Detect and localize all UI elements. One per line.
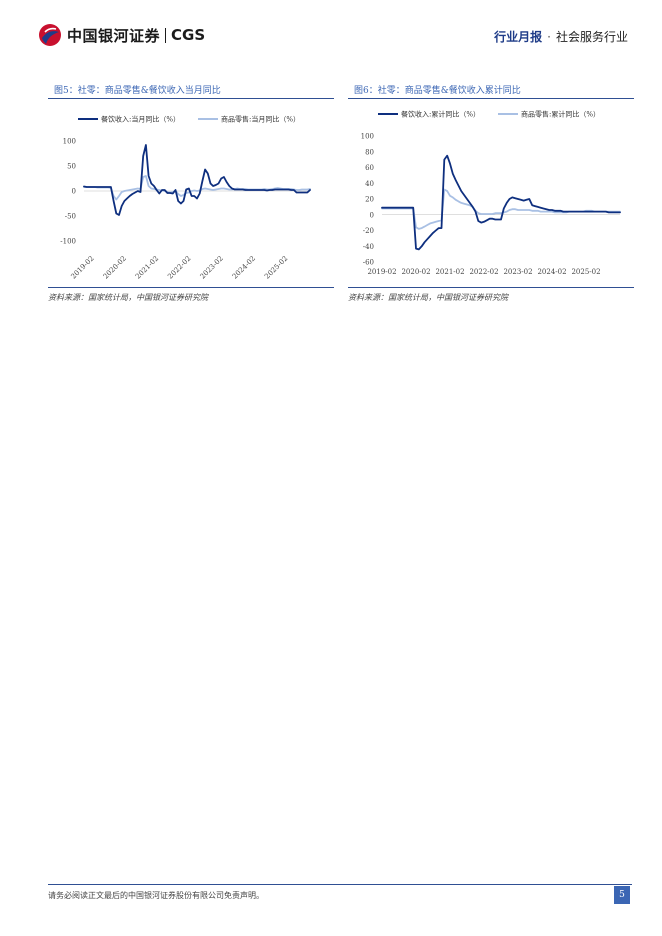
y-tick-label: 60 [365, 164, 374, 172]
legend-label: 商品零售:当月同比（%） [221, 115, 300, 124]
report-category: 行业月报 · 社会服务行业 [494, 28, 628, 45]
figure-5: 图5：社零：商品零售&餐饮收入当月同比 餐饮收入:当月同比（%） 商品零售:当月同… [48, 83, 334, 289]
x-tick-label: 2019-02 [69, 254, 95, 280]
y-tick-label: 50 [67, 163, 76, 171]
x-tick-label: 2024-02 [537, 268, 566, 276]
x-tick-label: 2020-02 [401, 268, 430, 276]
x-tick-label: 2025-02 [571, 268, 600, 276]
company-logo: 中国银河证券 CGS [38, 23, 205, 47]
legend-label: 商品零售:累计同比（%） [521, 110, 600, 119]
figure-5-top-rule [48, 98, 334, 99]
figure-6-source: 资料来源：国家统计局，中国银河证券研究院 [348, 293, 508, 302]
x-tick-label: 2020-02 [102, 254, 128, 280]
header-separator: · [547, 30, 551, 44]
x-tick-label: 2025-02 [263, 254, 289, 280]
figure-6-title: 图6：社零：商品零售&餐饮收入累计同比 [354, 86, 521, 96]
x-tick-label: 2023-02 [199, 254, 225, 280]
x-tick-label: 2022-02 [166, 254, 192, 280]
logo-divider [165, 27, 167, 43]
footer-rule [48, 884, 632, 885]
logo-english-name: CGS [171, 26, 206, 44]
y-tick-label: 0 [72, 188, 76, 196]
page-number: 5 [614, 886, 630, 904]
y-tick-label: 0 [370, 211, 374, 219]
figure-6-chart: 餐饮收入:累计同比（%） 商品零售:累计同比（%） 100 80 60 40 20 0 -20 -… [361, 110, 621, 276]
x-tick-label: 2019-02 [367, 268, 396, 276]
industry-name: 社会服务行业 [555, 30, 628, 44]
report-type: 行业月报 [494, 30, 543, 44]
y-tick-label: 20 [365, 196, 374, 204]
logo-mark-icon [38, 23, 62, 47]
figure-5-bottom-rule [48, 287, 334, 288]
y-tick-label: -100 [60, 238, 76, 246]
series-line-catering [381, 154, 621, 251]
x-tick-label: 2023-02 [503, 268, 532, 276]
figure-5-chart: 餐饮收入:当月同比（%） 商品零售:当月同比（%） 100 50 0 -50 -100 201… [60, 115, 311, 281]
figure-6-top-rule [348, 98, 634, 99]
x-tick-label: 2021-02 [435, 268, 464, 276]
legend-label: 餐饮收入:当月同比（%） [101, 115, 180, 124]
page-header: 中国银河证券 CGS 行业月报 · 社会服务行业 [0, 0, 662, 60]
y-tick-label: 40 [365, 180, 374, 188]
figure-6-bottom-rule [348, 287, 634, 288]
series-line-catering [83, 144, 311, 216]
y-tick-label: 80 [365, 148, 374, 156]
footer-disclaimer: 请务必阅读正文最后的中国银河证券股份有限公司免责声明。 [48, 891, 264, 900]
x-tick-label: 2021-02 [134, 254, 160, 280]
y-tick-label: -20 [363, 227, 374, 235]
y-tick-label: -50 [65, 213, 76, 221]
logo-chinese-name: 中国银河证券 [67, 26, 161, 45]
x-tick-label: 2024-02 [231, 254, 257, 280]
y-tick-label: -60 [363, 259, 374, 267]
y-tick-label: 100 [361, 133, 374, 141]
series-line-retail [381, 188, 621, 230]
x-tick-label: 2022-02 [469, 268, 498, 276]
figure-5-source: 资料来源：国家统计局，中国银河证券研究院 [48, 293, 208, 302]
y-tick-label: 100 [63, 138, 76, 146]
legend-label: 餐饮收入:累计同比（%） [401, 110, 480, 119]
series-line-retail [83, 175, 311, 201]
figure-6: 图6：社零：商品零售&餐饮收入累计同比 餐饮收入:累计同比（%） 商品零售:累计同… [348, 83, 634, 289]
y-tick-label: -40 [363, 243, 374, 251]
figure-5-title: 图5：社零：商品零售&餐饮收入当月同比 [54, 86, 221, 96]
